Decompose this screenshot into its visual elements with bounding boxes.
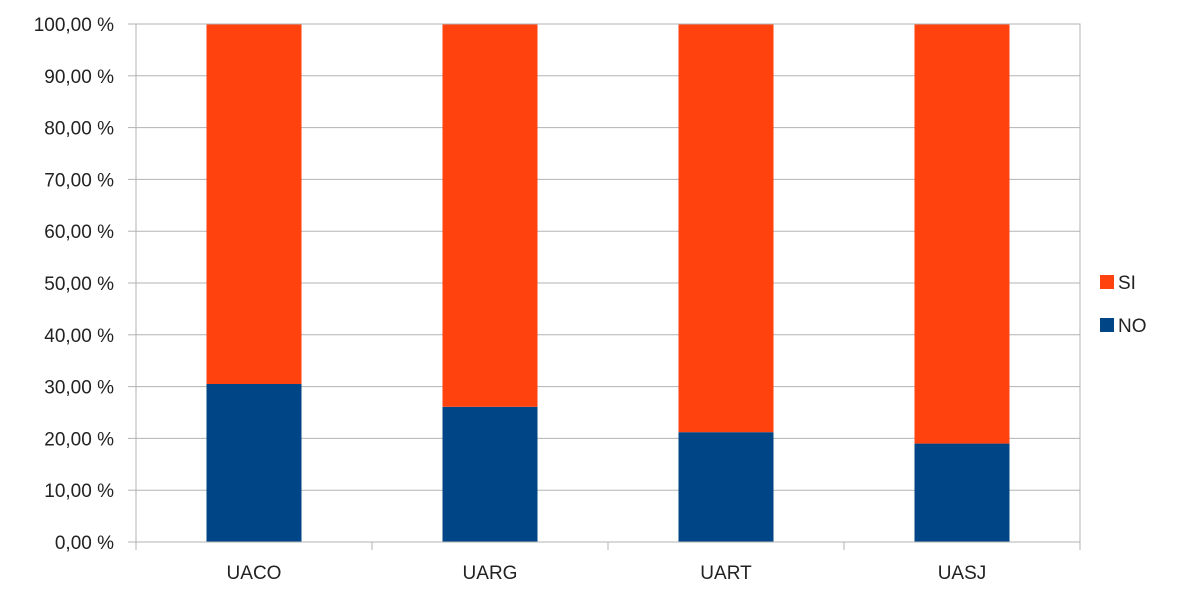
legend-swatch-no: [1100, 318, 1114, 332]
y-tick-label: 20,00 %: [44, 429, 114, 450]
y-tick-label: 70,00 %: [44, 170, 114, 191]
x-axis-ticks: UACO UARG UART UASJ: [135, 542, 1081, 584]
legend-label-si: SI: [1118, 273, 1136, 294]
legend-swatch-si: [1100, 275, 1114, 289]
y-tick-label: 40,00 %: [44, 326, 114, 347]
bar-si-uarg: [442, 24, 538, 407]
x-tick-label: UACO: [227, 563, 282, 584]
x-tick-label: UART: [700, 563, 752, 584]
y-tick-label: 50,00 %: [44, 274, 114, 295]
x-tick-label: UARG: [463, 563, 518, 584]
y-tick-label: 10,00 %: [44, 481, 114, 502]
y-tick-label: 80,00 %: [44, 119, 114, 140]
y-tick-label: 100,00 %: [34, 15, 114, 36]
y-tick-label: 90,00 %: [44, 67, 114, 88]
bar-no-uart: [678, 432, 774, 542]
bar-si-uart: [678, 24, 774, 433]
bars: [206, 24, 1010, 542]
bar-no-uaco: [206, 384, 302, 542]
legend: SI NO: [1100, 273, 1147, 337]
x-tick-label: UASJ: [938, 563, 987, 584]
bar-si-uaco: [206, 24, 302, 385]
y-tick-label: 30,00 %: [44, 378, 114, 399]
bar-si-uasj: [914, 24, 1010, 444]
bar-no-uarg: [442, 406, 538, 542]
y-tick-label: 0,00 %: [55, 533, 114, 554]
bar-no-uasj: [914, 443, 1010, 542]
y-axis-ticks: 0,00 % 10,00 % 20,00 % 30,00 % 40,00 % 50,00 …: [34, 15, 136, 554]
legend-label-no: NO: [1118, 316, 1147, 337]
y-tick-label: 60,00 %: [44, 222, 114, 243]
